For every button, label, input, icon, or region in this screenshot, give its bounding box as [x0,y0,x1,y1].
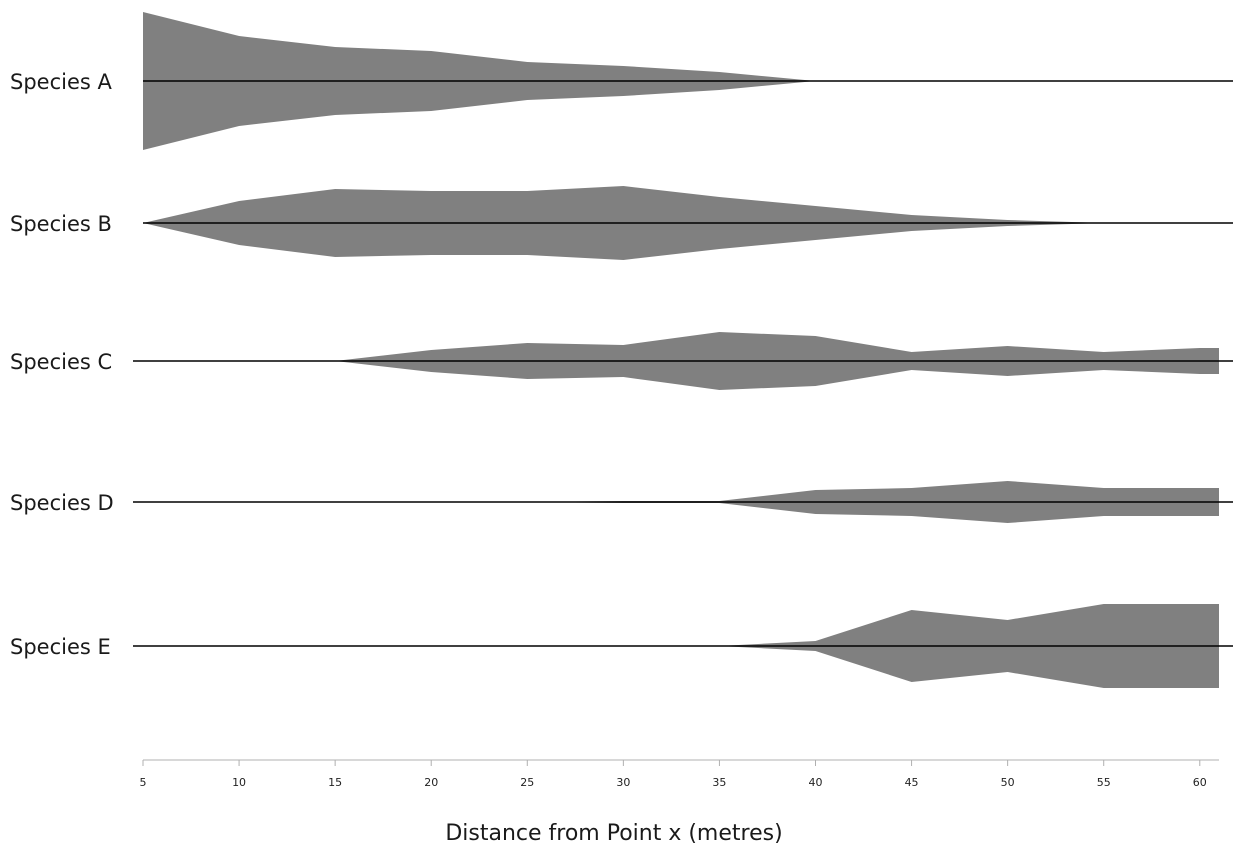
x-tick-label-55: 55 [1097,776,1111,789]
species-label-species-e: Species E [10,635,111,659]
x-tick-label-45: 45 [905,776,919,789]
species-label-species-b: Species B [10,212,112,236]
species-label-species-d: Species D [10,491,114,515]
x-axis: 5 10 15 20 25 30 35 40 45 50 55 60 [140,759,1219,789]
x-tick-label-10: 10 [232,776,246,789]
x-axis-title: Distance from Point x (metres) [445,821,782,844]
x-tick-label-20: 20 [424,776,438,789]
band-species-e [143,604,1219,688]
x-tick-label-30: 30 [616,776,630,789]
x-tick-label-60: 60 [1193,776,1207,789]
species-label-species-c: Species C [10,350,112,374]
x-tick-label-40: 40 [809,776,823,789]
x-tick-label-5: 5 [140,776,147,789]
x-tick-label-35: 35 [712,776,726,789]
x-tick-label-50: 50 [1001,776,1015,789]
bands-layer [133,12,1233,688]
species-label-species-a: Species A [10,70,112,94]
x-tick-label-25: 25 [520,776,534,789]
species-labels: Species A Species B Species C Species D Spec… [10,70,114,659]
x-tick-label-15: 15 [328,776,342,789]
